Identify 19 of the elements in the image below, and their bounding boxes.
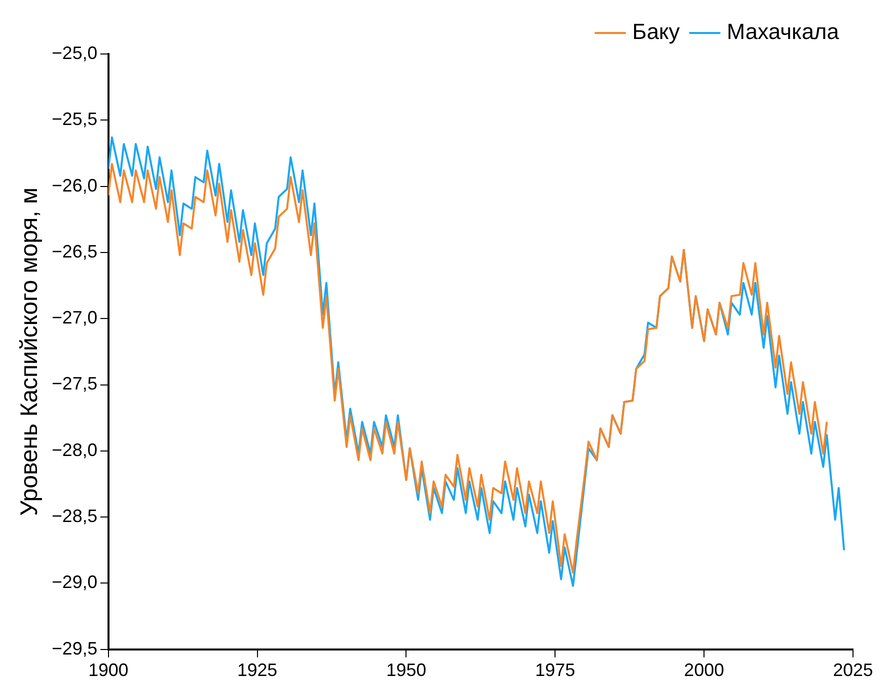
y-tick-label: −27,5 [52, 374, 98, 394]
x-tick-label: 1975 [535, 660, 576, 680]
y-tick-label: −25,0 [52, 42, 98, 63]
x-tick-label: 2000 [684, 660, 724, 680]
legend-label: Баку [632, 19, 680, 44]
y-tick-label: −28,0 [52, 440, 98, 460]
y-tick-label: −29,5 [52, 638, 98, 658]
y-tick-label: −29,0 [52, 572, 98, 592]
x-tick-label: 1925 [237, 660, 278, 680]
y-tick-label: −27,0 [52, 308, 98, 328]
x-tick-label: 2025 [832, 660, 874, 680]
y-tick-label: −26,5 [52, 241, 98, 262]
y-tick-label: −28,5 [52, 506, 98, 526]
y-axis-title: Уровень Каспийского моря, м [16, 188, 44, 516]
legend-label: Махачкала [726, 19, 840, 44]
x-tick-label: 1950 [386, 660, 426, 680]
y-tick-label: −25,5 [52, 109, 98, 130]
x-tick-label: 1900 [88, 660, 128, 680]
y-tick-label: −26,0 [52, 175, 98, 196]
